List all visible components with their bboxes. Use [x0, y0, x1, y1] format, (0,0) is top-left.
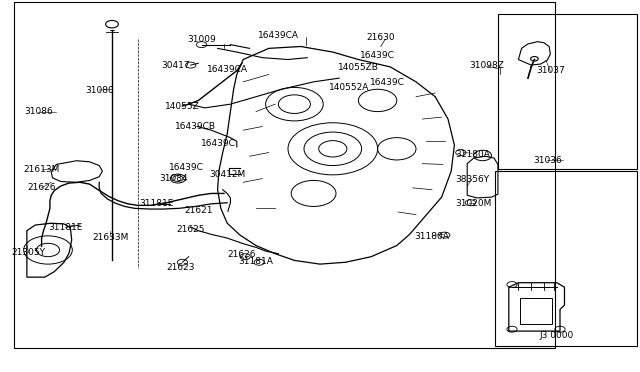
Text: 31020M: 31020M: [456, 199, 492, 208]
Text: 31098Z: 31098Z: [469, 61, 504, 70]
Text: 38356Y: 38356Y: [455, 175, 490, 184]
Text: 16439C: 16439C: [360, 51, 395, 60]
Text: 31080: 31080: [85, 86, 113, 94]
Text: 21621: 21621: [184, 206, 212, 215]
Text: 16439CA: 16439CA: [258, 31, 299, 40]
Text: 21625: 21625: [177, 225, 205, 234]
Text: 30417: 30417: [162, 61, 190, 70]
Text: 21623: 21623: [166, 263, 195, 272]
Text: 16439C: 16439C: [170, 163, 204, 172]
Text: 16439CB: 16439CB: [175, 122, 216, 131]
Text: 16439C: 16439C: [202, 139, 236, 148]
Text: 31084: 31084: [160, 174, 188, 183]
Text: 14055Z: 14055Z: [165, 102, 200, 110]
Text: 31086: 31086: [24, 107, 52, 116]
Text: 31009: 31009: [188, 35, 216, 44]
Bar: [498, 14, 637, 169]
Text: 21305Y: 21305Y: [12, 248, 46, 257]
Bar: [495, 171, 637, 346]
Text: 31180A: 31180A: [415, 232, 449, 241]
Text: 30412M: 30412M: [209, 170, 245, 179]
Text: 140552A: 140552A: [328, 83, 369, 92]
Text: 14055ZB: 14055ZB: [338, 63, 379, 72]
Text: 31181E: 31181E: [140, 199, 174, 208]
Text: 21626: 21626: [228, 250, 256, 259]
Bar: [520, 298, 552, 324]
Text: 21633M: 21633M: [92, 233, 128, 242]
Text: 31180A: 31180A: [455, 150, 490, 159]
Text: 16439CA: 16439CA: [207, 65, 248, 74]
Text: 31181A: 31181A: [239, 257, 273, 266]
Text: J3 0000: J3 0000: [540, 331, 574, 340]
Text: 21630: 21630: [367, 33, 395, 42]
Text: 21626: 21626: [28, 183, 56, 192]
Text: 31181E: 31181E: [48, 223, 83, 232]
Bar: [14, 2, 555, 348]
Text: 31036: 31036: [533, 156, 561, 165]
Text: 31037: 31037: [536, 66, 564, 75]
Text: 21613M: 21613M: [24, 165, 60, 174]
Text: 16439C: 16439C: [370, 78, 404, 87]
